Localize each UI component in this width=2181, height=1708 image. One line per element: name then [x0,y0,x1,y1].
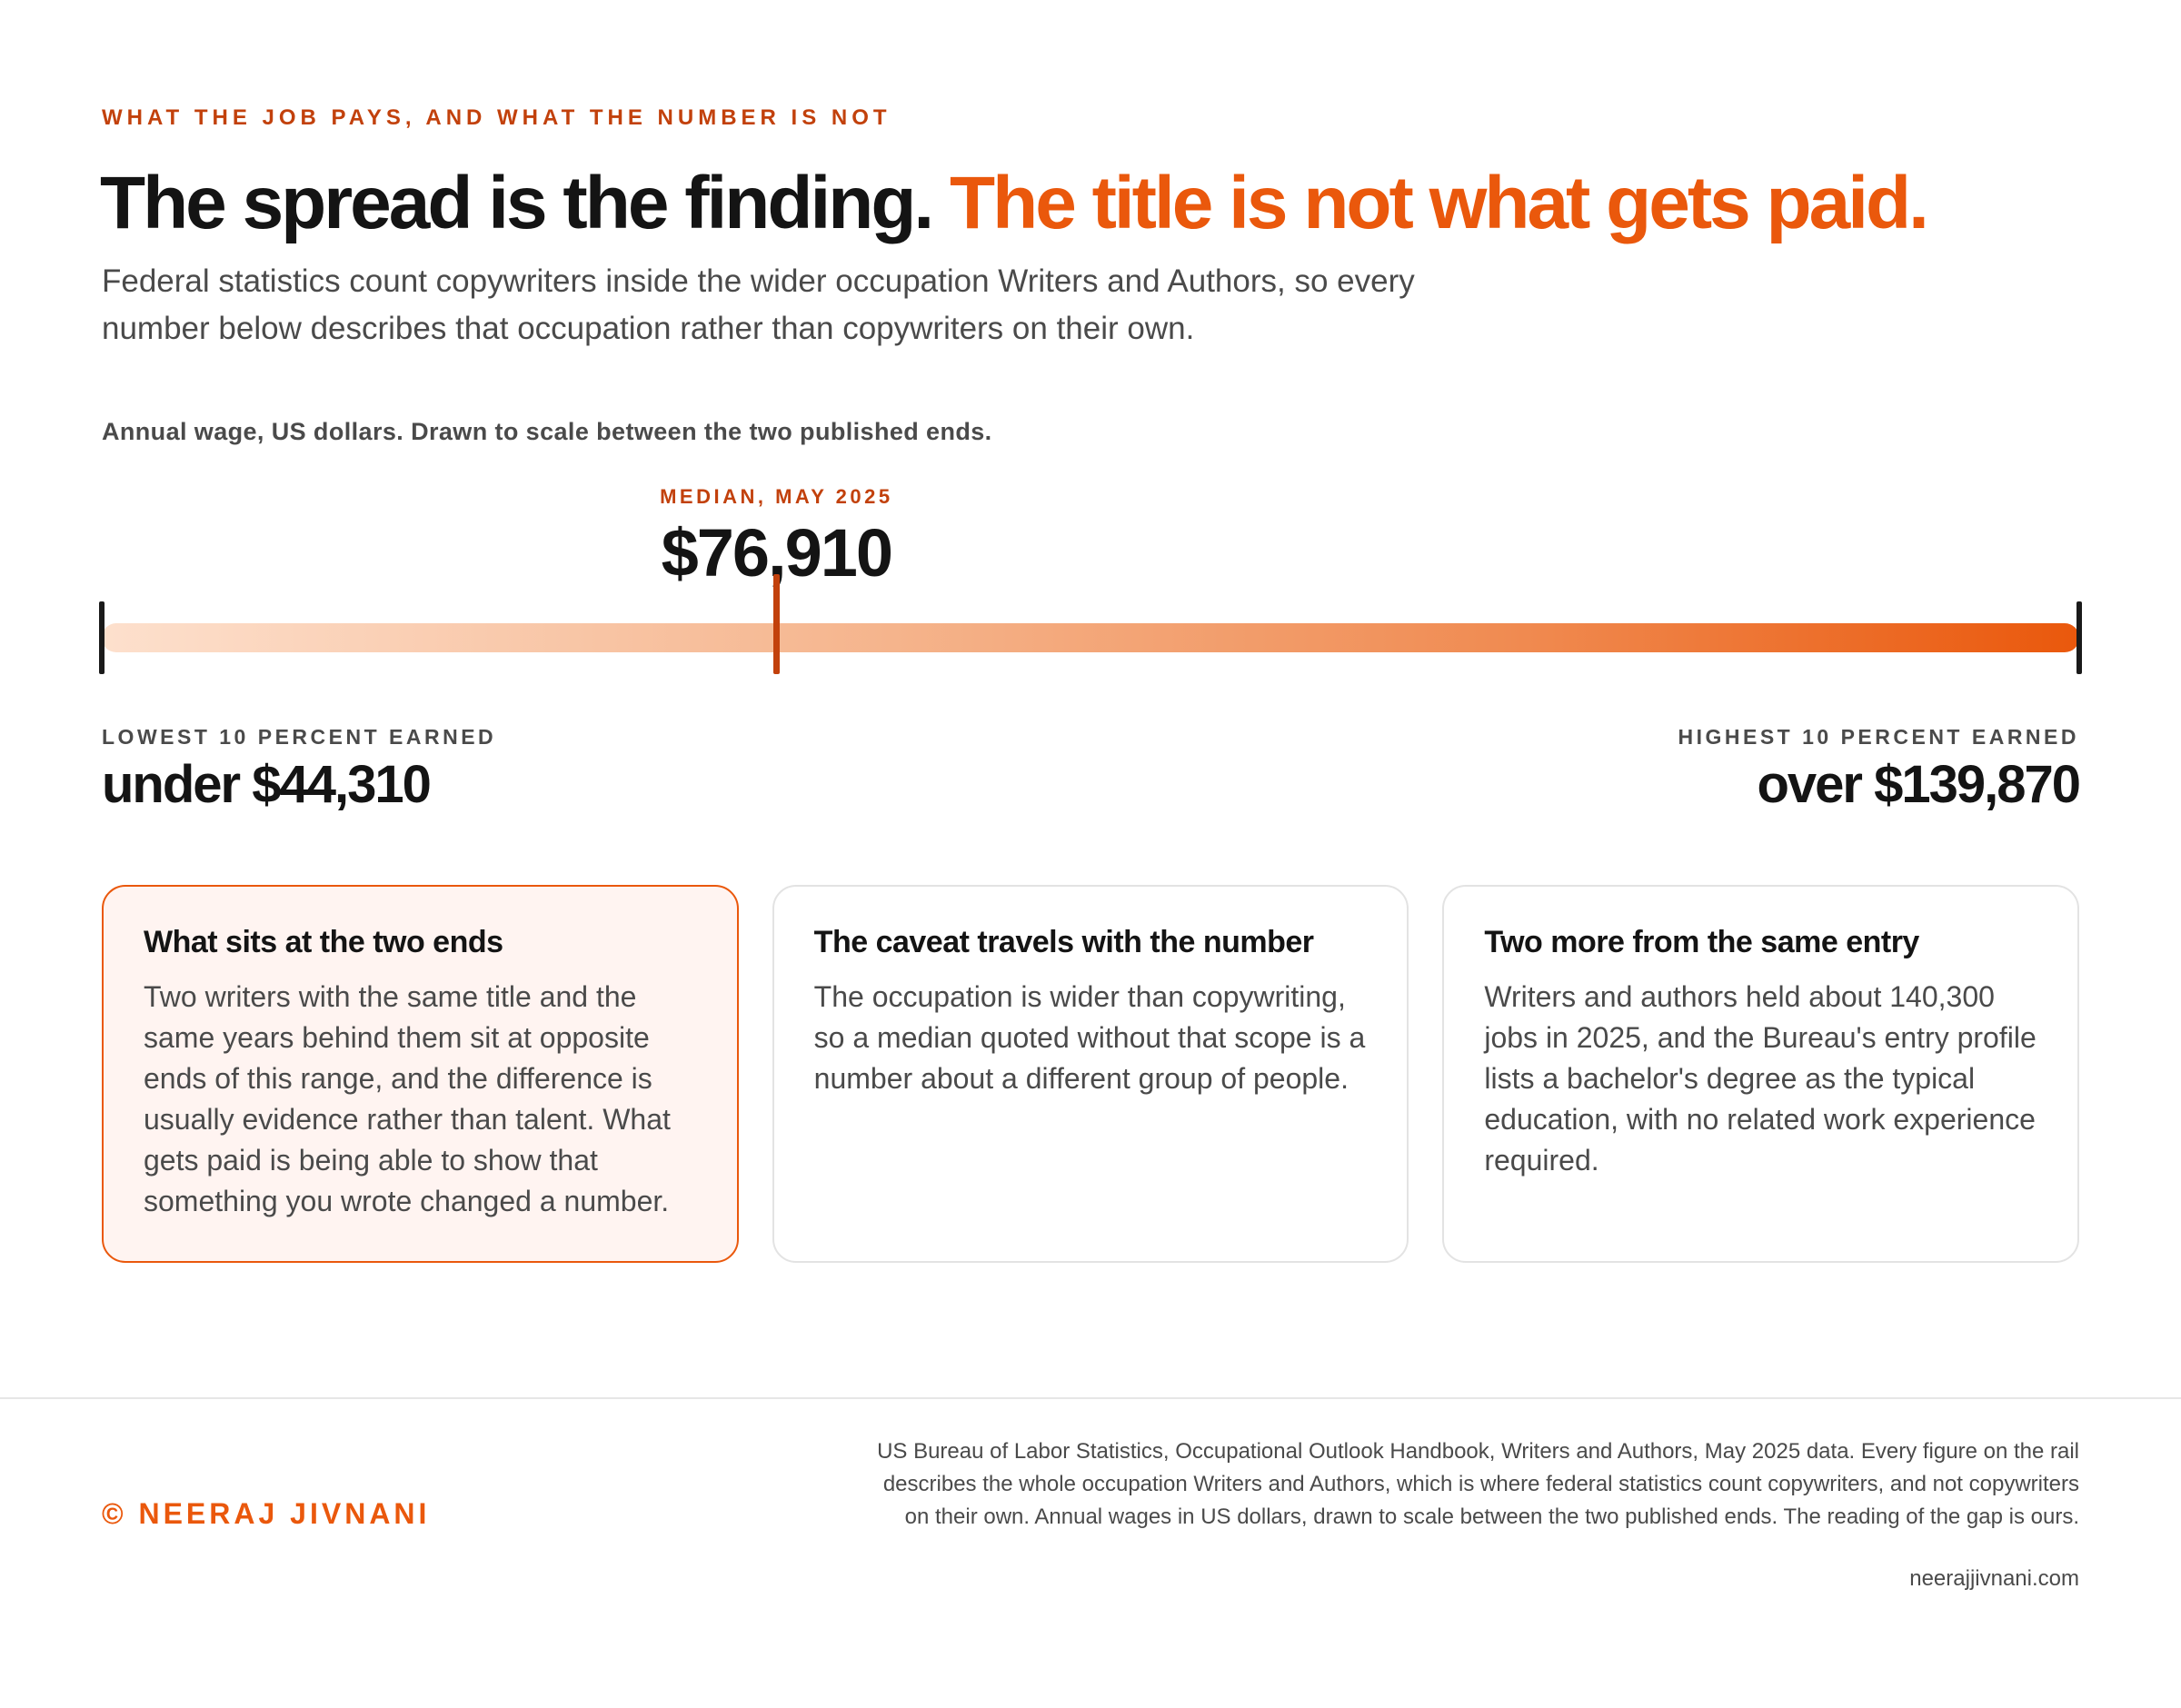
footer-brand: © NEERAJ JIVNANI [102,1497,431,1530]
card-title: What sits at the two ends [144,925,503,959]
card-two-ends: What sits at the two ends Two writers wi… [102,885,739,1263]
standfirst: Federal statistics count copywriters ins… [102,263,1415,346]
high-end-value: over $139,870 [1757,755,2081,814]
low-end-value: under $44,310 [102,755,432,814]
low-end-label: LOWEST 10 PERCENT EARNED [102,725,497,749]
median-label: MEDIAN, MAY 2025 [660,485,893,508]
card-body: The occupation is wider than copywriting… [813,980,1366,1095]
headline-accent: The title is not what gets paid. [950,162,1929,244]
insight-cards: What sits at the two ends Two writers wi… [102,885,2080,1263]
footer-divider [0,1397,2181,1399]
wage-rail [102,623,2079,652]
high-end-label: HIGHEST 10 PERCENT EARNED [1678,725,2079,749]
footer-url-link[interactable]: neerajjivnani.com [1909,1566,2079,1591]
footer-source: US Bureau of Labor Statistics, Occupatio… [877,1439,2079,1529]
rail-low-cap [99,601,105,674]
headline: The spread is the finding. The title is … [100,158,1929,249]
median-tick [773,574,781,674]
card-caveat: The caveat travels with the number The o… [772,885,1409,1263]
chart-scale-note: Annual wage, US dollars. Drawn to scale … [102,418,992,445]
card-title: Two more from the same entry [1484,925,1919,959]
kicker: WHAT THE JOB PAYS, AND WHAT THE NUMBER I… [102,105,891,130]
card-body: Two writers with the same title and the … [144,980,671,1217]
card-same-entry: Two more from the same entry Writers and… [1442,885,2080,1263]
card-title: The caveat travels with the number [813,925,1314,959]
headline-main: The spread is the finding. [100,162,934,244]
rail-high-cap [2076,601,2082,674]
card-body: Writers and authors held about 140,300 j… [1484,980,2037,1177]
